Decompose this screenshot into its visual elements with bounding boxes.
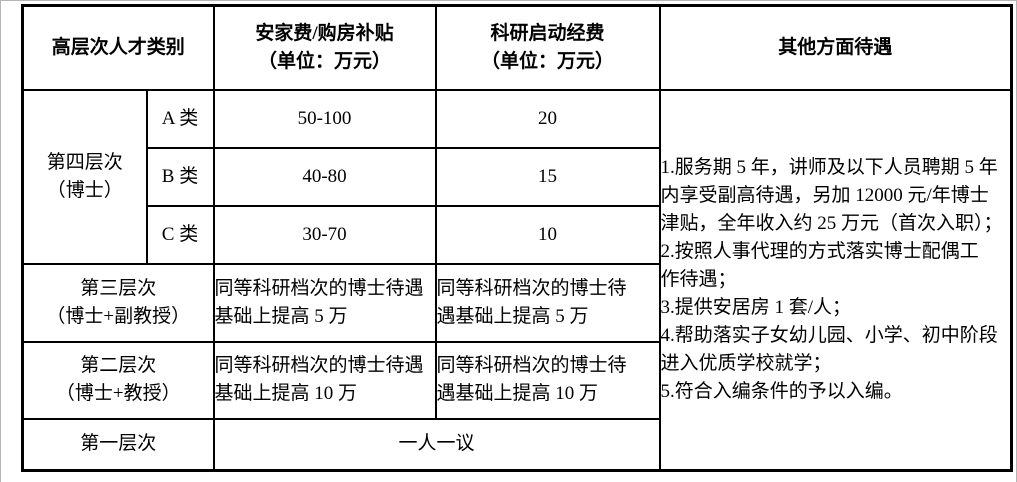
tier4-grade-a-cell: A 类 [145,88,215,149]
tier4-b-settling-cell: 40-80 [212,146,437,207]
talent-benefits-table: 高层次人才类别 安家费/购房补贴 （单位：万元） 科研启动经费 （单位：万元） … [21,4,1014,472]
tier4-a-research-cell: 20 [434,88,661,149]
tier4-grade-c-cell: C 类 [145,204,215,265]
header-settling-allowance: 安家费/购房补贴 （单位：万元） [212,4,437,91]
header-category: 高层次人才类别 [21,4,215,91]
tier4-row-a: 第四层次 （博士） A 类 50-100 20 1.服务期 5 年，讲师及以下人… [21,88,1013,472]
tier3-research-cell: 同等科研档次的博士待 遇基础上提高 5 万 [434,262,661,343]
tier3-label-cell: 第三层次 （博士+副教授） [21,262,215,343]
tier1-label-cell: 第一层次 [21,417,215,472]
tier4-row-c: C 类 30-70 10 [23,204,1012,265]
tier2-label-cell: 第二层次 （博士+教授） [21,340,215,420]
tier3-settling-cell: 同等科研档次的博士待遇 基础上提高 5 万 [212,262,437,343]
tier1-negotiated-cell: 一人一议 [212,417,661,472]
tier4-grade-b-cell: B 类 [145,146,215,207]
tier4-row-b: B 类 40-80 15 [23,146,1012,207]
tier4-label-cell: 第四层次 （博士） [21,88,148,265]
tier2-settling-cell: 同等科研档次的博士待遇 基础上提高 10 万 [212,340,437,420]
tier4-a-settling-cell: 50-100 [212,88,437,149]
header-other-benefits: 其他方面待遇 [658,4,1013,91]
tier4-c-settling-cell: 30-70 [212,204,437,265]
tier3-row: 第三层次 （博士+副教授） 同等科研档次的博士待遇 基础上提高 5 万 同等科研… [21,262,1012,343]
tier2-row: 第二层次 （博士+教授） 同等科研档次的博士待遇 基础上提高 10 万 同等科研… [21,340,1012,420]
tier2-research-cell: 同等科研档次的博士待 遇基础上提高 10 万 [434,340,661,420]
header-research-fund: 科研启动经费 （单位：万元） [434,4,661,91]
header-row: 高层次人才类别 安家费/购房补贴 （单位：万元） 科研启动经费 （单位：万元） … [21,4,1013,91]
tier4-b-research-cell: 15 [434,146,661,207]
tier4-c-research-cell: 10 [434,204,661,265]
tier1-row: 第一层次 一人一议 [21,417,1012,472]
other-benefits-cell: 1.服务期 5 年，讲师及以下人员聘期 5 年 内享受副高待遇，另加 12000… [658,88,1013,472]
